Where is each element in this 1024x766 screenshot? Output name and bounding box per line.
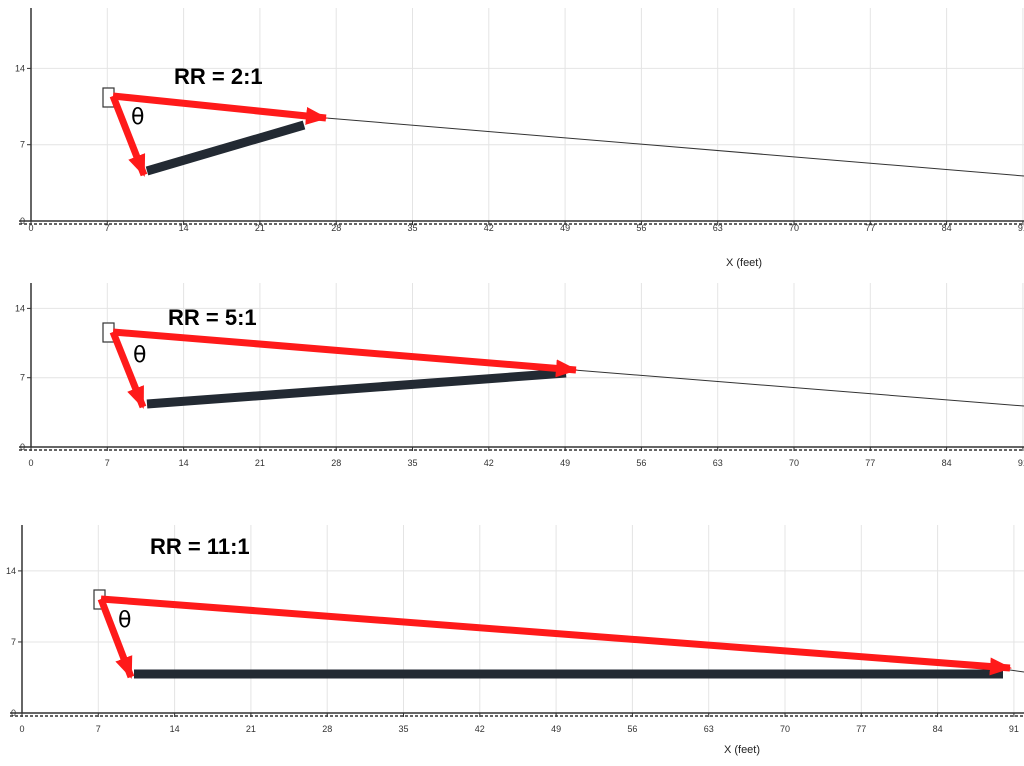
y-tick-labels: 0 7 14 — [6, 566, 16, 718]
x-tick-label: 21 — [255, 458, 265, 468]
ray-arrow-to-target — [100, 595, 1012, 676]
x-tick-label: 63 — [704, 724, 714, 734]
x-tick-label: 70 — [789, 458, 799, 468]
y-tick-label: 14 — [15, 303, 25, 313]
grid-lines — [31, 8, 1024, 221]
grid-lines — [31, 283, 1024, 447]
y-tick-label: 0 — [20, 216, 25, 226]
x-tick-label: 7 — [96, 724, 101, 734]
sight-ray-line — [325, 117, 1024, 177]
theta-label: θ — [133, 343, 146, 368]
panel-rr-5-1: 0 7 14 21 28 35 42 49 56 63 70 77 84 91 0 7 14 θ RR = 5… — [15, 283, 1024, 468]
x-tick-label: 14 — [170, 724, 180, 734]
x-tick-label: 56 — [627, 724, 637, 734]
ratio-label: RR = 11:1 — [150, 534, 250, 559]
ratio-label: RR = 2:1 — [174, 64, 263, 89]
x-tick-label: 70 — [789, 223, 799, 233]
y-tick-label: 7 — [20, 373, 25, 383]
x-tick-label: 77 — [865, 223, 875, 233]
ray-arrow-to-target — [112, 328, 578, 378]
x-tick-label: 35 — [407, 458, 417, 468]
x-tick-label: 49 — [560, 223, 570, 233]
x-tick-label: 77 — [865, 458, 875, 468]
x-tick-label: 84 — [942, 223, 952, 233]
x-tick-label: 49 — [560, 458, 570, 468]
x-tick-label: 42 — [475, 724, 485, 734]
x-tick-label: 70 — [780, 724, 790, 734]
x-tick-label: 14 — [179, 223, 189, 233]
y-tick-label: 7 — [20, 140, 25, 150]
y-tick-label: 14 — [15, 63, 25, 73]
x-tick-label: 84 — [933, 724, 943, 734]
x-tick-label: 63 — [713, 223, 723, 233]
x-tick-label: 21 — [255, 223, 265, 233]
ray-arrow-to-beam-start — [109, 94, 148, 177]
y-tick-label: 7 — [11, 637, 16, 647]
x-tick-labels: 0 7 14 21 28 35 42 49 56 63 70 77 84 91 — [28, 458, 1024, 468]
y-tick-label: 0 — [11, 708, 16, 718]
x-tick-labels: 0 7 14 21 28 35 42 49 56 63 70 77 84 91 — [19, 724, 1018, 734]
y-tick-labels: 0 7 14 — [15, 63, 25, 226]
grid-lines — [22, 525, 1024, 713]
ratio-label: RR = 5:1 — [168, 305, 257, 330]
x-tick-label: 56 — [636, 223, 646, 233]
x-tick-label: 91 — [1009, 724, 1019, 734]
x-tick-label: 91 — [1018, 223, 1024, 233]
ray-arrow-to-beam-start — [97, 597, 135, 679]
x-tick-label: 7 — [105, 223, 110, 233]
x-tick-label: 0 — [28, 223, 33, 233]
panel-rr-11-1: 0 7 14 21 28 35 42 49 56 63 70 77 84 91 0 7 14 X (feet)… — [6, 525, 1024, 756]
x-tick-label: 28 — [331, 458, 341, 468]
axes-frame — [10, 525, 1024, 717]
x-tick-label: 28 — [331, 223, 341, 233]
x-tick-label: 35 — [407, 223, 417, 233]
x-tick-label: 49 — [551, 724, 561, 734]
y-tick-labels: 0 7 14 — [15, 303, 25, 452]
theta-label: θ — [118, 608, 131, 633]
axes-frame — [19, 8, 1024, 225]
ray-arrow-to-target — [112, 92, 328, 125]
y-tick-label: 0 — [20, 442, 25, 452]
panel-rr-2-1: 0 7 14 21 28 35 42 49 56 63 70 77 84 91 0 7 14 X (feet)… — [15, 8, 1024, 269]
x-tick-label: 35 — [398, 724, 408, 734]
x-axis-label: X (feet) — [724, 744, 760, 756]
beam-bar — [145, 120, 306, 176]
x-tick-label: 14 — [179, 458, 189, 468]
sight-ray-line — [573, 369, 1024, 407]
x-tick-label: 0 — [28, 458, 33, 468]
x-tick-label: 7 — [105, 458, 110, 468]
x-axis-label: X (feet) — [726, 257, 762, 269]
ray-arrow-to-beam-start — [109, 330, 147, 409]
x-tick-label: 77 — [856, 724, 866, 734]
x-tick-label: 28 — [322, 724, 332, 734]
x-tick-label: 84 — [942, 458, 952, 468]
x-tick-labels: 0 7 14 21 28 35 42 49 56 63 70 77 84 91 — [28, 223, 1024, 233]
x-tick-label: 91 — [1018, 458, 1024, 468]
x-tick-label: 56 — [636, 458, 646, 468]
x-tick-label: 0 — [19, 724, 24, 734]
x-tick-label: 63 — [713, 458, 723, 468]
x-tick-label: 42 — [484, 458, 494, 468]
x-tick-label: 42 — [484, 223, 494, 233]
y-tick-label: 14 — [6, 566, 16, 576]
beam-bar — [146, 368, 567, 409]
theta-label: θ — [131, 105, 144, 130]
axes-frame — [19, 283, 1024, 451]
x-tick-label: 21 — [246, 724, 256, 734]
